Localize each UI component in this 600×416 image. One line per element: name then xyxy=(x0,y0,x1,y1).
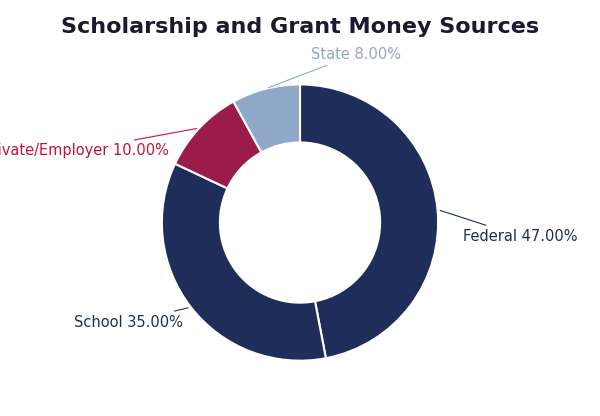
Wedge shape xyxy=(233,84,300,152)
Text: State 8.00%: State 8.00% xyxy=(268,47,401,88)
Text: School 35.00%: School 35.00% xyxy=(74,308,188,329)
Wedge shape xyxy=(162,164,326,361)
Wedge shape xyxy=(175,102,262,188)
Wedge shape xyxy=(300,84,438,358)
Text: Federal 47.00%: Federal 47.00% xyxy=(440,210,577,244)
Text: Private/Employer 10.00%: Private/Employer 10.00% xyxy=(0,129,197,158)
Title: Scholarship and Grant Money Sources: Scholarship and Grant Money Sources xyxy=(61,17,539,37)
